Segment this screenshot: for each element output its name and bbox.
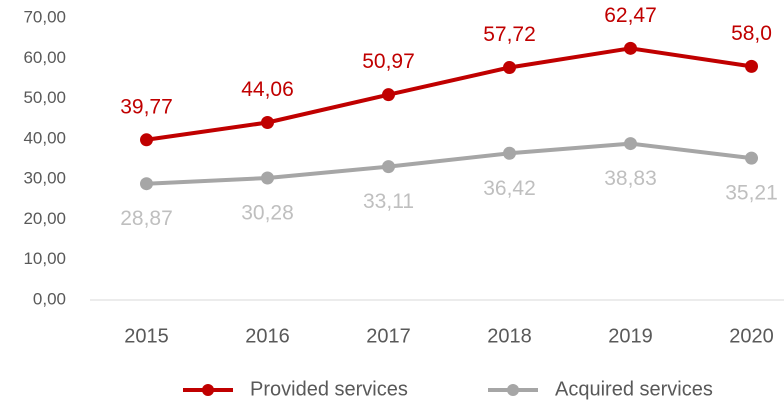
data-label: 39,77 — [120, 95, 173, 118]
point — [140, 133, 153, 147]
data-label: 58,0 — [731, 22, 772, 45]
data-label: 38,83 — [604, 167, 657, 190]
legend-label: Acquired services — [555, 378, 713, 400]
y-tick-label: 40,00 — [23, 128, 66, 147]
data-label: 28,87 — [120, 207, 173, 230]
y-tick-label: 70,00 — [23, 7, 66, 26]
point — [382, 88, 395, 102]
x-tick-label: 2020 — [729, 325, 774, 347]
point — [261, 171, 274, 185]
point — [745, 59, 758, 73]
data-label: 50,97 — [362, 50, 415, 73]
point — [624, 137, 637, 151]
point — [382, 160, 395, 174]
data-label: 44,06 — [241, 78, 294, 101]
series-line — [146, 141, 752, 186]
data-label: 36,42 — [483, 177, 536, 200]
point — [624, 41, 637, 55]
x-tick-label: 2016 — [245, 325, 290, 347]
point — [503, 146, 516, 160]
legend-marker — [202, 384, 214, 396]
x-tick-label: 2019 — [608, 325, 653, 347]
y-tick-label: 50,00 — [23, 88, 66, 107]
series-line — [146, 46, 752, 142]
y-tick-label: 0,00 — [33, 289, 66, 308]
x-tick-label: 2015 — [124, 325, 169, 347]
data-label: 30,28 — [241, 202, 294, 225]
y-tick-label: 20,00 — [23, 209, 66, 228]
data-label: 33,11 — [363, 190, 414, 213]
point — [140, 177, 153, 191]
data-label: 35,21 — [725, 182, 778, 205]
point — [745, 151, 758, 165]
x-tick-label: 2018 — [487, 325, 532, 347]
y-tick-label: 10,00 — [23, 249, 66, 268]
legend-marker — [507, 384, 519, 396]
point — [503, 60, 516, 74]
x-tick-label: 2017 — [366, 325, 411, 347]
legend-label: Provided services — [250, 378, 408, 400]
data-label: 57,72 — [483, 23, 536, 46]
point — [261, 116, 274, 130]
y-tick-label: 30,00 — [23, 169, 66, 188]
data-label: 62,47 — [604, 4, 657, 27]
y-tick-label: 60,00 — [23, 48, 66, 67]
